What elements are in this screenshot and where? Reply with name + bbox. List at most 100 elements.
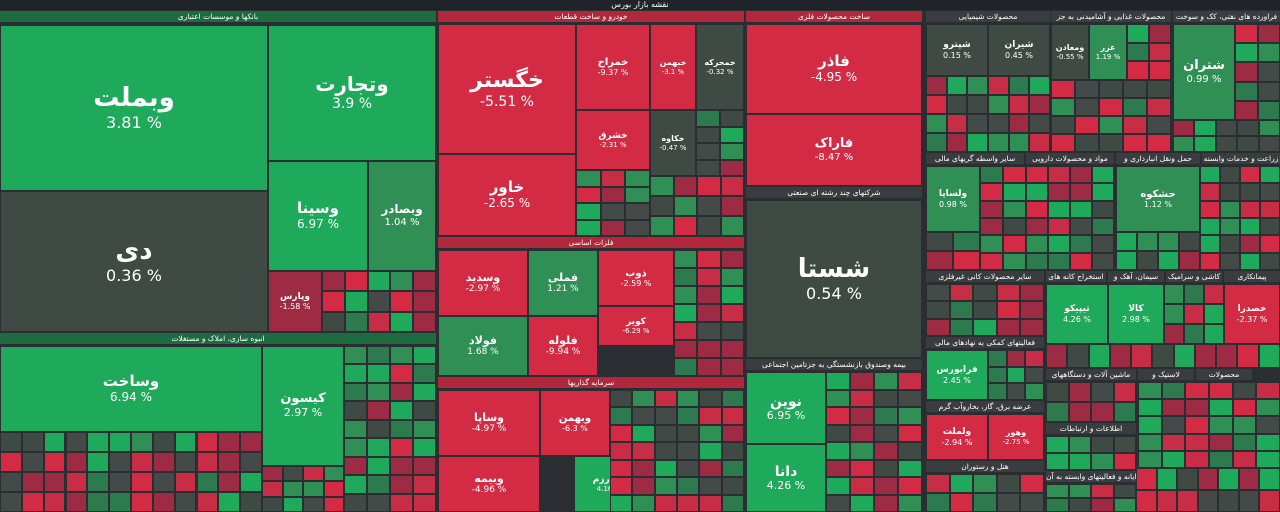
tile-38[interactable]: غزر 1.19 % — [1089, 24, 1127, 80]
filler-cell — [1020, 318, 1044, 336]
filler-cell — [988, 383, 1007, 400]
filler-cell — [654, 477, 677, 495]
section-title-hotels: هتل و رستوران — [926, 461, 1044, 472]
filler-cell — [390, 493, 413, 512]
tile-28[interactable]: حشکوه 1.12 % — [1116, 166, 1200, 232]
filler-cell — [1137, 232, 1158, 251]
tile-29[interactable]: ولساپا 0.98 % — [926, 166, 980, 232]
tile-18[interactable]: فولاد 1.68 % — [438, 316, 528, 376]
filler-cell — [996, 301, 1021, 319]
tile-20[interactable]: کویر -6.29 % — [598, 306, 674, 346]
filler-cell — [43, 472, 66, 492]
filler-cell — [696, 110, 720, 127]
filler-cell — [1138, 433, 1162, 451]
filler-cell — [697, 286, 721, 304]
filler-cell — [973, 301, 997, 319]
tile-27[interactable]: دانا 4.26 % — [746, 444, 826, 512]
tile-7[interactable]: خاور -2.65 % — [438, 154, 576, 236]
tile-4[interactable]: دی 0.36 % — [0, 191, 268, 332]
filler-cell — [1003, 252, 1026, 270]
filler-cell — [677, 424, 700, 443]
filler-cell — [240, 492, 262, 512]
tile-37[interactable]: خصدرا -2.37 % — [1224, 284, 1280, 344]
filler-cell — [850, 389, 874, 407]
tile-symbol: وبهمن — [558, 412, 592, 424]
tile-23[interactable]: وساپا -4.97 % — [438, 390, 540, 456]
tile-symbol: وهور — [1005, 428, 1027, 438]
tile-2[interactable]: وسینا 6.97 % — [268, 161, 368, 271]
filler-cell — [674, 250, 698, 268]
tile-6[interactable]: خگستر -5.51 % — [438, 24, 576, 154]
filler-cell — [898, 477, 922, 495]
filler-cell — [946, 76, 968, 95]
tile-symbol: فلوله — [548, 333, 578, 347]
tile-8[interactable]: خمراح -9.37 % — [576, 24, 650, 110]
filler-cell — [303, 481, 324, 497]
tile-13[interactable]: شتران 0.99 % — [1173, 24, 1235, 120]
filler-cell — [1008, 133, 1030, 152]
tile-symbol: فولاد — [469, 333, 497, 347]
tile-17[interactable]: ذوب -2.59 % — [598, 250, 674, 306]
tile-34[interactable]: فرابورس 2.45 % — [926, 350, 988, 400]
filler-cell — [720, 110, 744, 127]
filler-cell — [87, 432, 110, 452]
filler-cell — [697, 322, 721, 340]
tile-33[interactable]: کالا 2.98 % — [1108, 284, 1164, 344]
tile-22[interactable]: کیسون 2.97 % — [262, 346, 344, 466]
filler-cell — [344, 382, 367, 402]
filler-cell — [699, 477, 722, 495]
tile-42[interactable]: وهور -2.75 % — [988, 414, 1044, 460]
section-title-auto: خودرو و ساخت قطعات — [438, 11, 744, 22]
tile-change: 1.04 % — [384, 217, 420, 229]
tile-12[interactable]: شپترو 0.15 % — [926, 24, 988, 76]
filler-cell — [174, 492, 197, 512]
filler-cell — [1218, 468, 1239, 490]
filler-cell — [949, 301, 974, 319]
section-title-basic-metals: فلزات اساسی — [438, 237, 744, 248]
tile-10[interactable]: فاذر -4.95 % — [746, 24, 922, 114]
filler-cell — [43, 432, 66, 452]
filler-cell — [1156, 468, 1178, 490]
filler-cell — [898, 442, 922, 460]
filler-cell — [926, 301, 950, 319]
tile-39[interactable]: شیران 0.45 % — [988, 24, 1050, 76]
tile-0[interactable]: وبملت 3.81 % — [0, 25, 268, 191]
tile-30[interactable]: خمحركه -0.32 % — [696, 24, 744, 110]
tile-symbol: شپترو — [943, 40, 971, 51]
filler-cell — [697, 196, 721, 216]
tile-19[interactable]: فلوله -9.94 % — [528, 316, 598, 376]
filler-cell — [1091, 402, 1114, 422]
filler-cell — [874, 407, 898, 425]
tile-change: -2.65 % — [483, 195, 531, 210]
filler-cell — [650, 196, 674, 216]
filler-cell — [721, 407, 744, 425]
filler-cell — [1194, 344, 1217, 368]
tile-1[interactable]: وتجارت 3.9 % — [268, 25, 436, 161]
tile-5[interactable]: وپارس -1.58 % — [268, 271, 322, 332]
filler-cell — [413, 493, 436, 512]
tile-36[interactable]: تیپیکو 4.26 % — [1046, 284, 1108, 344]
filler-cell — [632, 459, 655, 478]
tile-25[interactable]: وبهمن -6.3 % — [540, 390, 610, 456]
filler-cell — [282, 496, 303, 512]
filler-cell — [282, 466, 303, 482]
tile-40[interactable]: ومعادن -0.55 % — [1051, 24, 1089, 80]
tile-41[interactable]: ولملت -2.94 % — [926, 414, 988, 460]
filler-cell — [1258, 344, 1280, 368]
tile-11[interactable]: فاراک -8.47 % — [746, 114, 922, 186]
tile-symbol: خکاوه — [661, 134, 685, 144]
tile-15[interactable]: وسدید -2.97 % — [438, 250, 528, 316]
tile-24[interactable]: وبیمه -4.96 % — [438, 456, 540, 512]
tile-31[interactable]: خکاوه -0.47 % — [650, 110, 696, 176]
tile-14[interactable]: شستا 0.54 % — [746, 200, 922, 358]
tile-21[interactable]: وساخت 6.94 % — [0, 346, 262, 432]
filler-cell — [673, 216, 697, 236]
tile-3[interactable]: وبصادر 1.04 % — [368, 161, 436, 271]
filler-cell — [632, 442, 655, 460]
tile-9[interactable]: خبهمن -3.1 % — [650, 24, 696, 110]
filler-cell — [1232, 433, 1257, 451]
tile-26[interactable]: نوین 6.95 % — [746, 372, 826, 444]
tile-16[interactable]: فملی 1.21 % — [528, 250, 598, 316]
filler-cell — [344, 401, 367, 420]
tile-32[interactable]: خشرق -2.31 % — [576, 110, 650, 170]
